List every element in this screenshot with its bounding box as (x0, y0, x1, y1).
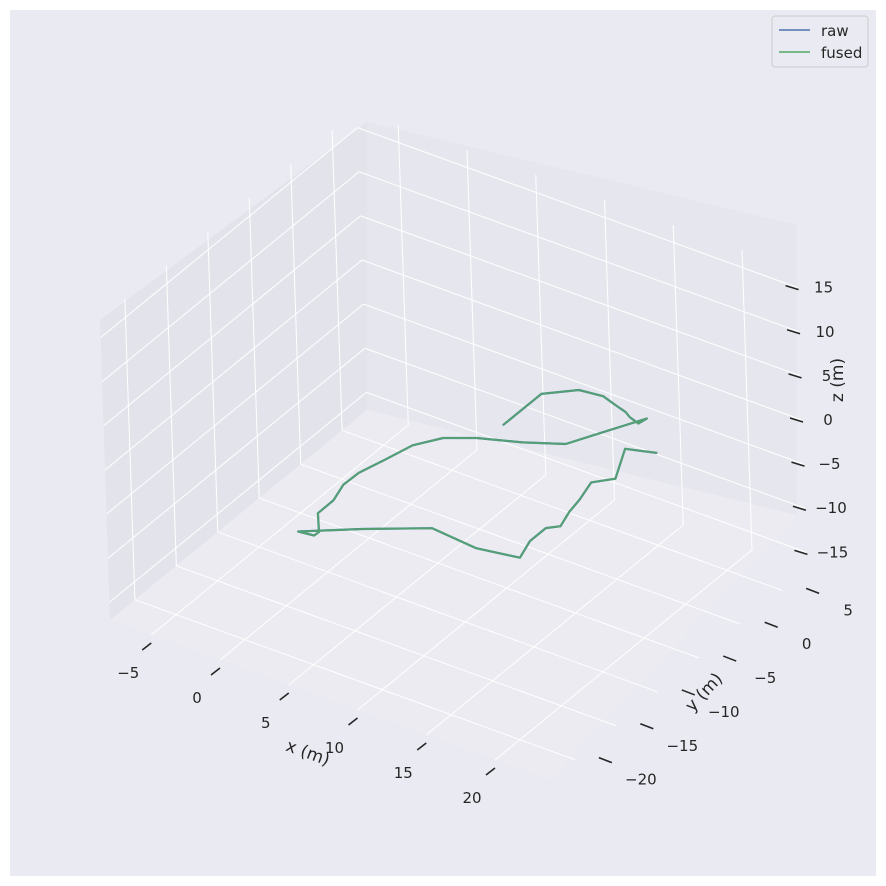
z-grid-back-6 (357, 127, 798, 289)
y-tick-5 (805, 587, 820, 595)
y-tick-label: −10 (708, 703, 740, 721)
axis-panes (100, 122, 797, 780)
z-tick-3 (789, 417, 804, 423)
y-grid-floor-3 (259, 497, 700, 659)
floor-pane (110, 410, 797, 780)
z-tick-label: −10 (815, 499, 847, 517)
tick-marks (141, 284, 820, 776)
y-tick-label: 5 (843, 601, 853, 619)
x-tick-label: −5 (117, 664, 139, 682)
z-tick-label: −15 (817, 543, 849, 561)
z-grid-left-6 (100, 127, 358, 339)
y-grid-floor-2 (217, 531, 658, 693)
x-tick-3 (348, 717, 358, 726)
y-tick-0 (598, 756, 613, 764)
y-grid-floor-5 (341, 429, 783, 591)
y-tick-label: −20 (625, 771, 657, 789)
x-tick-label: 5 (261, 714, 271, 732)
y-grid-floor-0 (134, 599, 576, 761)
z-axis-label: z (m) (828, 358, 848, 402)
x-tick-5 (485, 767, 496, 776)
x-grid-floor-5 (494, 549, 753, 761)
z-tick-5 (786, 329, 801, 335)
x-grid-floor-1 (219, 449, 478, 661)
legend-box (771, 15, 869, 68)
x-tick-label: 0 (192, 689, 202, 707)
z-grid-back-4 (360, 215, 801, 377)
z-grid-back-0 (366, 391, 807, 553)
z-tick-label: −5 (818, 455, 840, 473)
y-tick-label: 0 (802, 635, 812, 653)
z-tick-0 (794, 549, 808, 556)
series-layer (297, 388, 658, 559)
z-grid-back-5 (358, 171, 800, 333)
z-grid-back-2 (363, 303, 804, 465)
z-grid-left-2 (106, 303, 364, 515)
x-tick-label: 20 (462, 789, 481, 807)
z-tick-label: 0 (823, 411, 833, 429)
z-grid-left-3 (104, 259, 363, 471)
back-pane (367, 122, 797, 515)
left-pane (100, 122, 367, 620)
z-grid-left-5 (101, 171, 360, 383)
x-grid-floor-3 (357, 499, 615, 711)
z-tick-label: 15 (814, 279, 833, 297)
z-tick-label: 5 (822, 367, 832, 385)
x-tick-label: 15 (394, 764, 413, 782)
x-tick-1 (210, 667, 221, 676)
z-grid-back-3 (361, 259, 803, 421)
y-tick-label: −15 (666, 737, 698, 755)
z-tick-1 (792, 505, 807, 511)
y-grid-floor-4 (300, 463, 741, 625)
x-grid-floor-4 (425, 524, 684, 736)
z-tick-4 (788, 373, 802, 379)
x-grid-floor-0 (150, 424, 409, 636)
x-tick-label: 10 (325, 739, 344, 757)
legend: raw fused (771, 15, 869, 68)
y-tick-label: −5 (754, 669, 776, 687)
y-tick-2 (681, 689, 696, 696)
z-tick-2 (791, 461, 805, 467)
grid-lines (100, 124, 807, 761)
y-tick-3 (722, 655, 737, 662)
x-tick-0 (141, 642, 152, 651)
z-grid-left-0 (109, 391, 367, 603)
z-tick-label: 10 (816, 323, 835, 341)
y-tick-4 (764, 621, 778, 628)
y-tick-1 (640, 723, 654, 730)
z-grid-left-1 (107, 347, 366, 559)
z-tick-6 (785, 284, 799, 291)
x-tick-4 (416, 742, 427, 751)
legend-label-fused: fused (821, 44, 862, 62)
z-grid-left-4 (103, 215, 361, 427)
legend-label-raw: raw (821, 22, 849, 40)
x-tick-2 (279, 692, 290, 701)
x-grid-floor-2 (288, 474, 547, 686)
series-line-fused (297, 389, 658, 559)
y-grid-floor-1 (176, 565, 617, 727)
z-grid-back-1 (364, 347, 806, 509)
